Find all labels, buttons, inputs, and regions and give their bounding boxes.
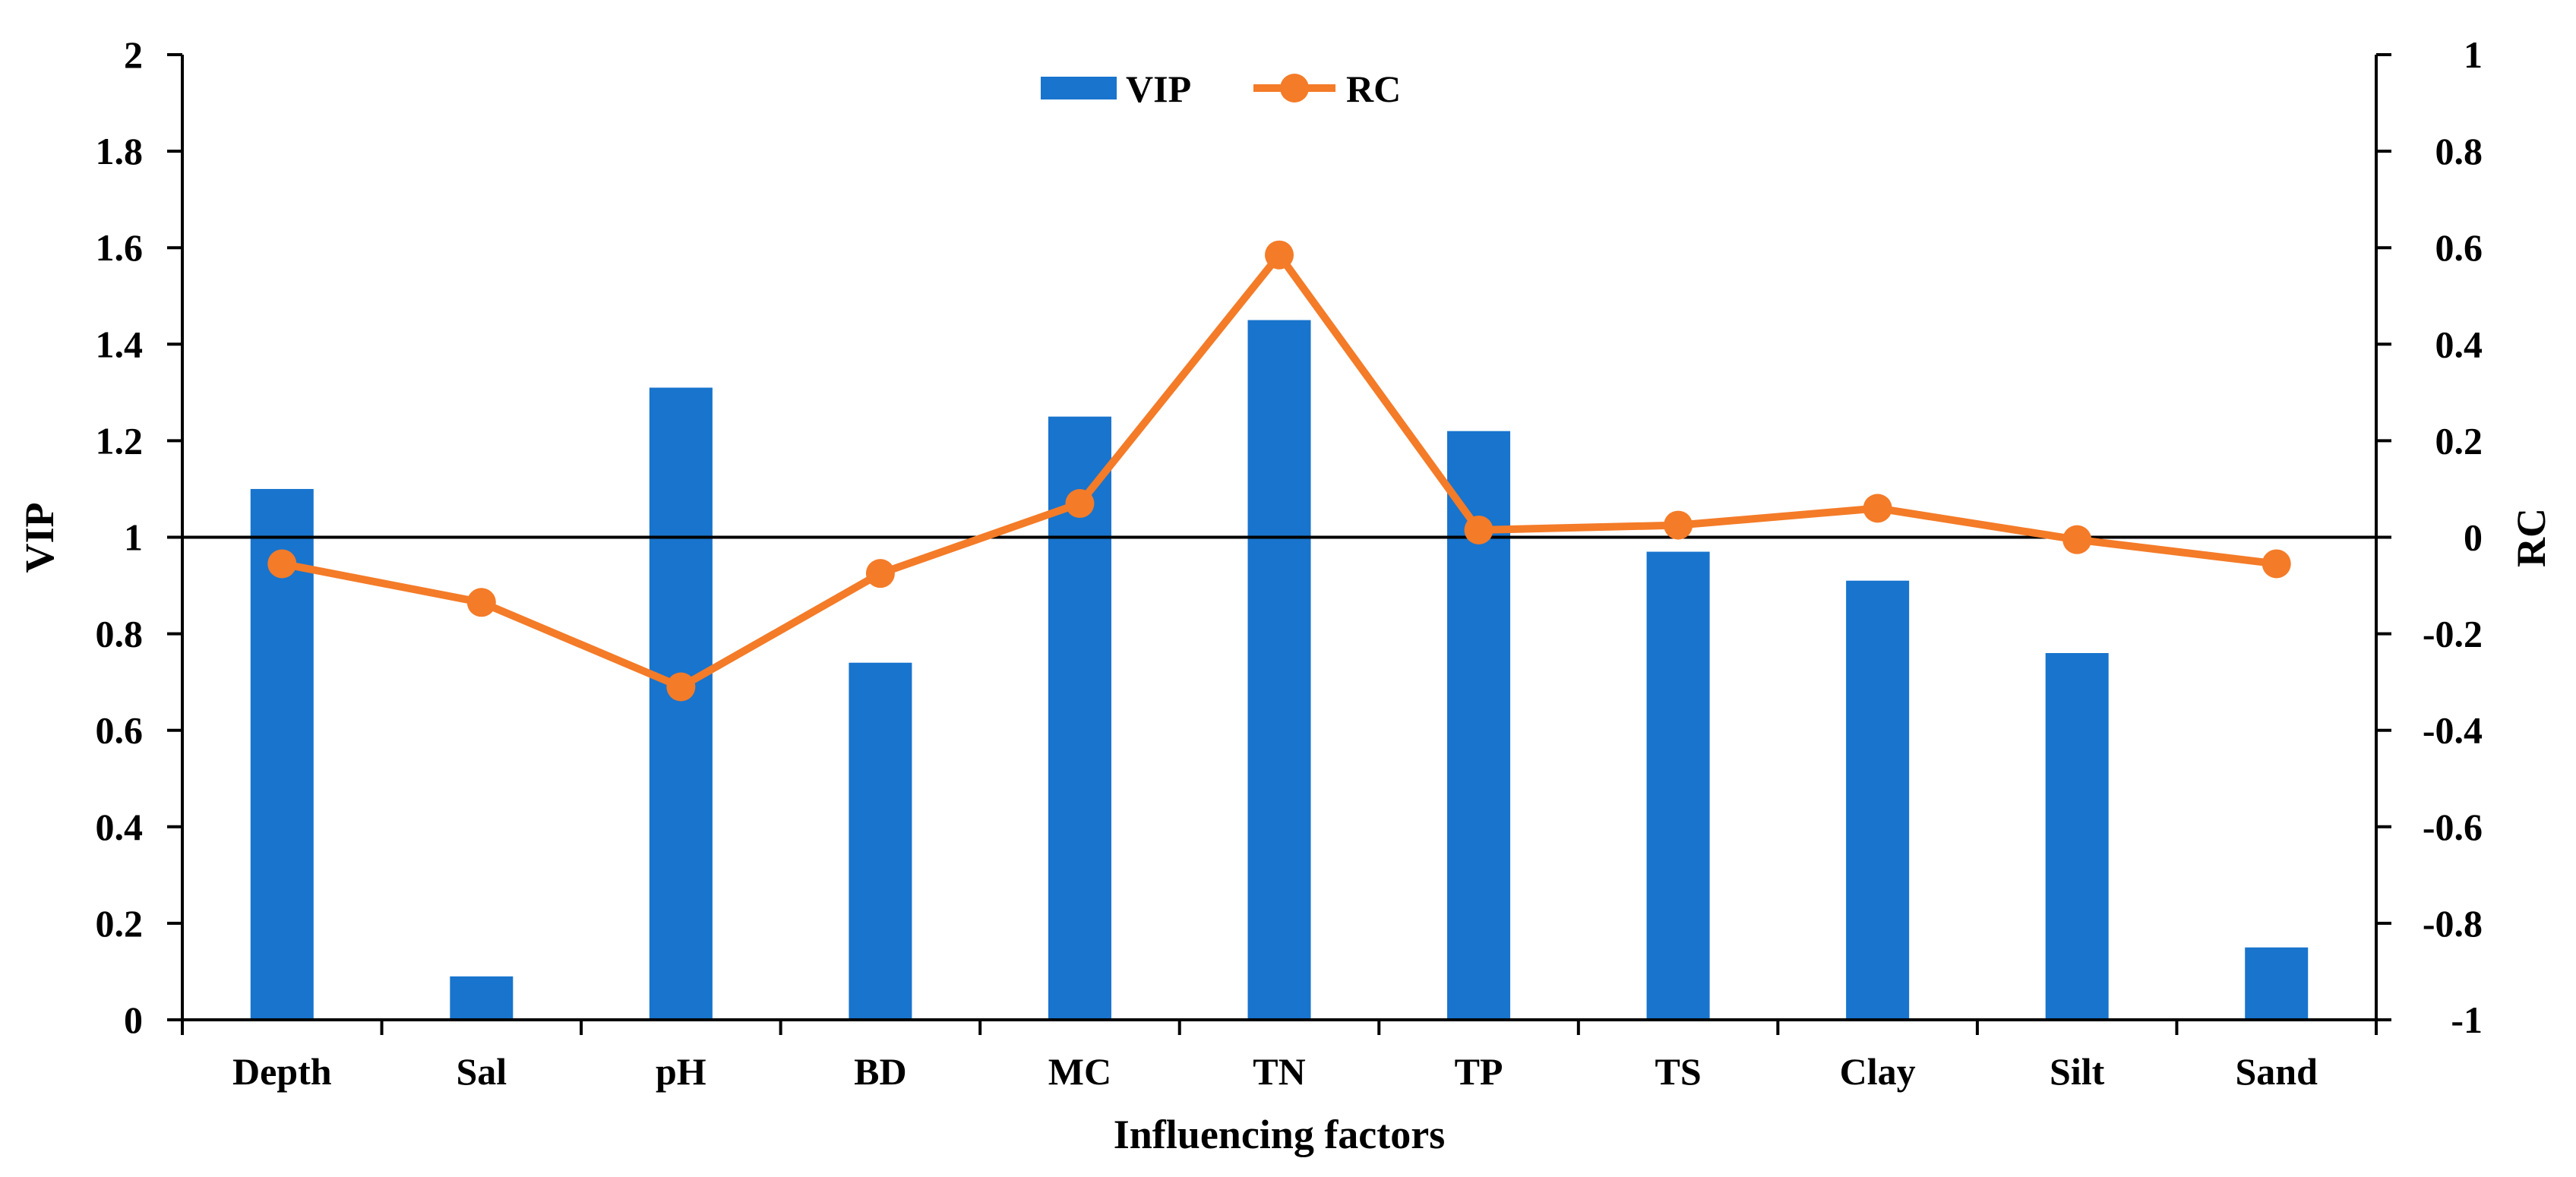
x-tick-label-ph: pH: [656, 1050, 706, 1093]
rc-point-sal: [466, 588, 496, 617]
vip-bar-sal: [450, 976, 514, 1020]
rc-point-depth: [267, 549, 297, 579]
x-tick-label-sal: Sal: [456, 1050, 507, 1093]
rc-point-sand: [2262, 549, 2291, 579]
rc-point-ts: [1664, 510, 1693, 540]
rc-point-mc: [1065, 489, 1095, 519]
legend-vip-swatch: [1041, 77, 1117, 99]
right-tick-label: -0.2: [2423, 613, 2483, 655]
vip-bar-bd: [849, 662, 912, 1020]
legend-rc-label: RC: [1346, 68, 1401, 110]
right-tick-label: 1: [2464, 33, 2483, 76]
right-tick-label: -0.8: [2423, 902, 2483, 945]
left-tick-label: 0.4: [96, 806, 144, 848]
x-tick-label-depth: Depth: [232, 1050, 332, 1093]
right-tick-label: -1: [2451, 999, 2483, 1041]
right-tick-label: 0.6: [2435, 226, 2483, 269]
right-tick-label: 0.4: [2435, 323, 2483, 365]
rc-line-series: [267, 240, 2291, 702]
left-tick-label: 0: [124, 999, 143, 1041]
left-tick-label: 1.4: [96, 323, 144, 365]
x-tick-label-clay: Clay: [1840, 1050, 1916, 1093]
right-tick-label: 0: [2464, 516, 2483, 559]
x-tick-label-silt: Silt: [2050, 1050, 2105, 1093]
right-tick-label: 0.2: [2435, 419, 2483, 462]
legend: VIP RC: [1041, 68, 1401, 110]
x-tick-label-tn: TN: [1253, 1050, 1305, 1093]
left-tick-label: 0.8: [96, 613, 144, 655]
left-tick-label: 1.6: [96, 226, 144, 269]
x-tick-label-sand: Sand: [2236, 1050, 2318, 1093]
left-tick-label: 2: [124, 33, 143, 76]
rc-point-bd: [865, 559, 895, 588]
rc-point-silt: [2062, 525, 2092, 554]
right-tick-label: -0.6: [2423, 806, 2483, 848]
x-tick-label-bd: BD: [854, 1050, 906, 1093]
x-tick-label-ts: TS: [1655, 1050, 1702, 1093]
vip-bar-ph: [649, 387, 713, 1020]
rc-point-ph: [666, 672, 696, 702]
vip-bar-ts: [1646, 551, 1710, 1020]
x-tick-label-tp: TP: [1455, 1050, 1503, 1093]
vip-bar-clay: [1846, 580, 1910, 1020]
axes: 0 0.2 0.4 0.6 0.8 1 1.2 1.4 1.6 1.8 2 -1 -0.8 -0.6 -0.…: [96, 33, 2483, 1093]
left-tick-label: 1.2: [96, 419, 144, 462]
left-tick-label: 0.6: [96, 709, 144, 752]
vip-bar-silt: [2045, 653, 2109, 1020]
left-tick-label: 1.8: [96, 130, 144, 172]
right-tick-label: 0.8: [2435, 130, 2483, 172]
vip-bars: [250, 320, 2309, 1020]
legend-rc-marker: [1280, 74, 1309, 103]
right-y-axis-title: RC: [2508, 508, 2554, 567]
left-tick-label: 1: [124, 516, 143, 559]
left-tick-label: 0.2: [96, 902, 144, 945]
left-y-axis-title: VIP: [17, 503, 62, 573]
right-tick-label: -0.4: [2423, 709, 2483, 752]
vip-bar-sand: [2245, 947, 2309, 1020]
vip-bar-tn: [1247, 320, 1311, 1020]
rc-point-tn: [1265, 240, 1294, 270]
rc-point-clay: [1863, 494, 1892, 523]
legend-vip-label: VIP: [1126, 68, 1191, 110]
x-tick-label-mc: MC: [1048, 1050, 1111, 1093]
rc-point-tp: [1464, 515, 1493, 544]
x-axis-title: Influencing factors: [1114, 1112, 1445, 1157]
